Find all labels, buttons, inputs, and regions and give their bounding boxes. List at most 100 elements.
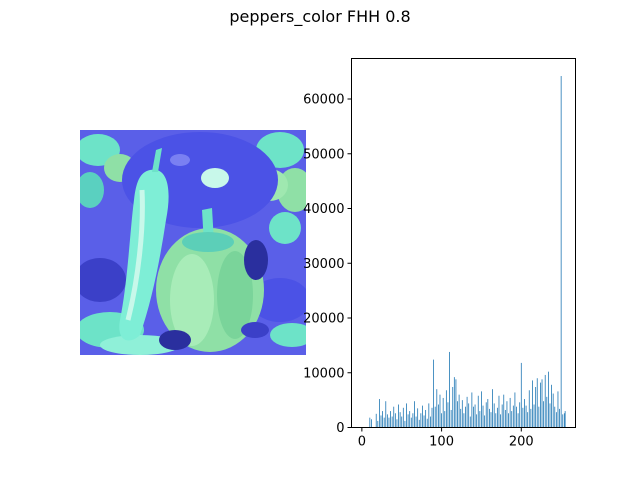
histogram-bar bbox=[418, 419, 420, 428]
histogram-bar bbox=[546, 396, 548, 428]
histogram-bar bbox=[511, 411, 513, 428]
histogram-bar bbox=[417, 408, 419, 428]
histogram-bar bbox=[492, 389, 493, 428]
histogram-bar bbox=[410, 417, 412, 428]
y-tick-label: 60000 bbox=[303, 93, 344, 108]
histogram-bar bbox=[493, 403, 495, 428]
figure-title: peppers_color FHH 0.8 bbox=[229, 7, 411, 26]
histogram-bar bbox=[409, 411, 411, 428]
histogram-bar bbox=[471, 392, 473, 428]
histogram-bar bbox=[520, 362, 522, 428]
histogram-bar bbox=[463, 413, 465, 428]
histogram-bar bbox=[564, 411, 566, 428]
histogram-bar bbox=[402, 407, 404, 428]
histogram-bar bbox=[500, 414, 501, 428]
histogram-bar bbox=[457, 401, 458, 428]
histogram-bar bbox=[450, 409, 452, 428]
histogram-bar bbox=[449, 351, 450, 428]
histogram-bar bbox=[559, 408, 560, 428]
histogram-bar bbox=[461, 400, 463, 428]
histogram-bar bbox=[522, 407, 524, 428]
histogram-bar bbox=[460, 408, 462, 428]
histogram-bar bbox=[465, 406, 466, 428]
histogram-bar bbox=[555, 412, 557, 428]
histogram-bar bbox=[431, 407, 433, 428]
histogram-bar bbox=[423, 415, 425, 428]
histogram-bar bbox=[379, 399, 380, 428]
histogram-bar bbox=[477, 395, 479, 428]
histogram-bar bbox=[396, 419, 398, 428]
histogram-bar bbox=[516, 406, 517, 428]
histogram-bar bbox=[458, 394, 460, 428]
peppers-image bbox=[80, 130, 306, 355]
histogram-bar bbox=[391, 416, 393, 428]
x-axis: 0 100 200 bbox=[358, 427, 534, 450]
histogram-bar bbox=[434, 406, 436, 428]
histogram-bars bbox=[369, 76, 566, 428]
histogram-bar bbox=[388, 417, 390, 428]
histogram-bar bbox=[527, 412, 529, 428]
y-tick-label: 0 bbox=[336, 421, 344, 436]
histogram-bar bbox=[468, 403, 470, 428]
y-tick-label: 30000 bbox=[303, 257, 344, 272]
histogram-bar bbox=[533, 404, 535, 428]
histogram-bar bbox=[476, 414, 478, 428]
histogram-bar bbox=[482, 405, 484, 428]
histogram-bar bbox=[487, 399, 489, 428]
histogram-bar bbox=[469, 416, 471, 428]
histogram-bar bbox=[535, 386, 537, 428]
histogram-bar bbox=[557, 391, 559, 428]
histogram-bar bbox=[495, 413, 497, 428]
histogram-bar bbox=[519, 402, 521, 428]
histogram-bar bbox=[385, 401, 387, 428]
histogram-bar bbox=[425, 409, 427, 428]
histogram-bar bbox=[453, 377, 455, 428]
histogram-bar bbox=[485, 402, 487, 428]
histogram-bar bbox=[552, 393, 554, 428]
histogram-bar bbox=[490, 412, 492, 428]
histogram-bar bbox=[404, 420, 406, 428]
histogram-bar bbox=[517, 413, 519, 428]
histogram-bar bbox=[390, 411, 391, 428]
histogram-bar bbox=[452, 386, 454, 428]
histogram-bar bbox=[536, 378, 538, 428]
y-tick-label: 20000 bbox=[303, 312, 344, 327]
histogram-bar bbox=[560, 76, 562, 428]
y-tick-label: 50000 bbox=[303, 147, 344, 162]
histogram-bar bbox=[506, 401, 508, 428]
histogram-bar bbox=[455, 379, 457, 428]
histogram-bar bbox=[512, 405, 514, 428]
histogram-bar bbox=[508, 413, 509, 428]
y-tick-label: 40000 bbox=[303, 202, 344, 217]
histogram-bar bbox=[369, 417, 371, 428]
x-tick-label: 200 bbox=[509, 435, 534, 450]
histogram-bar bbox=[430, 416, 431, 428]
histogram-bar bbox=[549, 403, 551, 428]
histogram-bar bbox=[447, 402, 449, 428]
histogram-bar bbox=[528, 390, 530, 428]
histogram-bar bbox=[532, 380, 533, 428]
histogram-bar bbox=[554, 406, 556, 428]
histogram-bar bbox=[407, 414, 409, 428]
histogram-bar bbox=[504, 409, 506, 428]
histogram-bar bbox=[503, 394, 505, 428]
histogram-bar bbox=[496, 407, 498, 428]
y-axis: 0 10000 20000 30000 40000 50000 60000 bbox=[303, 93, 352, 436]
histogram-bar bbox=[437, 404, 439, 428]
histogram-bar bbox=[386, 414, 388, 428]
histogram-bar bbox=[530, 408, 532, 428]
histogram-bar bbox=[436, 389, 438, 428]
histogram-bar bbox=[547, 371, 549, 428]
histogram-bar bbox=[394, 413, 396, 428]
histogram-bar bbox=[466, 396, 468, 428]
histogram-bar bbox=[426, 418, 428, 428]
histogram-bar bbox=[420, 413, 422, 428]
histogram-bar bbox=[473, 406, 474, 428]
histogram-bar bbox=[543, 401, 545, 428]
histogram-bar bbox=[525, 405, 527, 428]
histogram-bar bbox=[481, 391, 482, 428]
histogram-bar bbox=[562, 414, 564, 428]
histogram-bar bbox=[509, 397, 511, 428]
histogram-bar bbox=[538, 406, 540, 428]
